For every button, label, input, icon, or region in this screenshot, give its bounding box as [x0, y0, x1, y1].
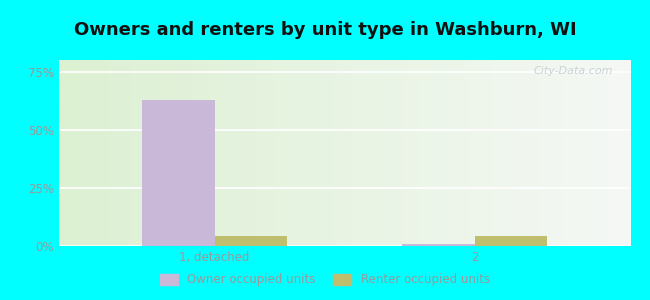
Text: City-Data.com: City-Data.com: [534, 66, 614, 76]
Bar: [214, 236, 287, 246]
Bar: [142, 100, 214, 246]
Bar: [474, 236, 547, 246]
Text: Owners and renters by unit type in Washburn, WI: Owners and renters by unit type in Washb…: [73, 21, 577, 39]
Legend: Owner occupied units, Renter occupied units: Owner occupied units, Renter occupied un…: [155, 269, 495, 291]
Bar: [402, 244, 474, 246]
